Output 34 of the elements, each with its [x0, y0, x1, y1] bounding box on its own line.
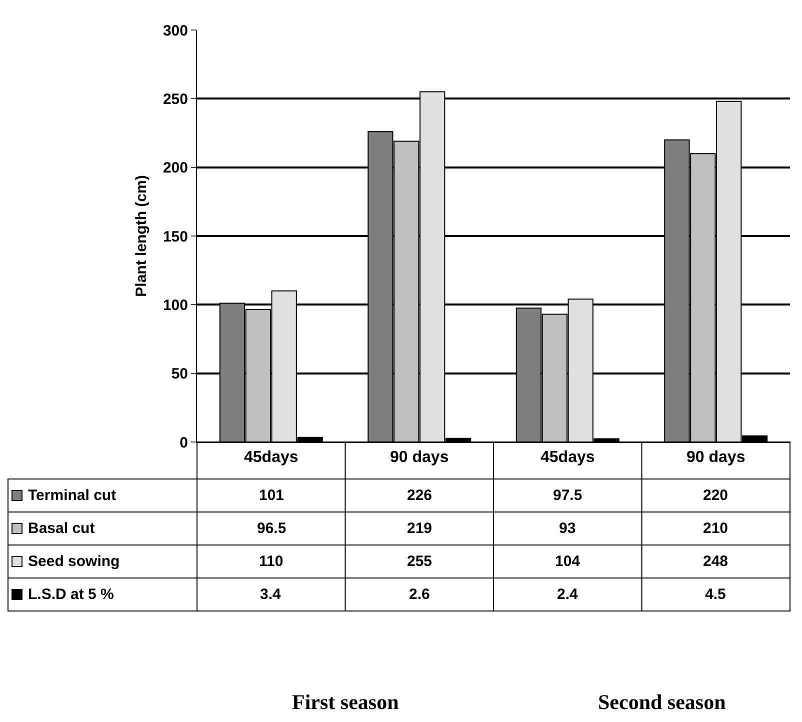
x-tick-label: 45days	[540, 449, 595, 466]
legend-label: Terminal cut	[28, 487, 116, 504]
y-tick-label: 250	[162, 90, 188, 108]
y-axis-title: Plant length (cm)	[133, 175, 150, 297]
data-label: 101	[259, 487, 284, 504]
data-label: 255	[407, 553, 432, 570]
data-label: 3.4	[260, 586, 282, 603]
data-label: 97.5	[553, 487, 582, 504]
legend-label: Basal cut	[28, 520, 95, 537]
data-label: 96.5	[257, 520, 286, 537]
y-tick-label: 0	[180, 434, 188, 452]
text: First season	[292, 690, 400, 714]
x-tick-label: 45days	[244, 449, 298, 466]
y-tick-label: 100	[162, 296, 188, 314]
data-label: 210	[703, 520, 728, 537]
x-tick-label: 90 days	[686, 449, 746, 466]
legend-label: L.S.D at 5 %	[28, 586, 114, 603]
data-label: 2.4	[557, 586, 579, 603]
data-label: 93	[559, 520, 576, 537]
y-tick-label: 150	[162, 228, 188, 246]
text: Second season	[598, 690, 726, 714]
data-label: 226	[407, 487, 432, 504]
data-label: 248	[703, 553, 728, 570]
data-label: 220	[703, 487, 728, 504]
data-label: 4.5	[705, 586, 726, 603]
legend-label: Seed sowing	[28, 553, 120, 570]
data-label: 104	[555, 553, 581, 570]
y-tick-label: 50	[171, 366, 188, 383]
x-tick-label: 90 days	[390, 449, 449, 466]
data-label: 2.6	[409, 586, 430, 603]
y-tick-label: 300	[162, 22, 188, 40]
data-label: 110	[259, 553, 284, 570]
data-label: 219	[407, 520, 432, 537]
y-tick-label: 200	[162, 160, 188, 177]
